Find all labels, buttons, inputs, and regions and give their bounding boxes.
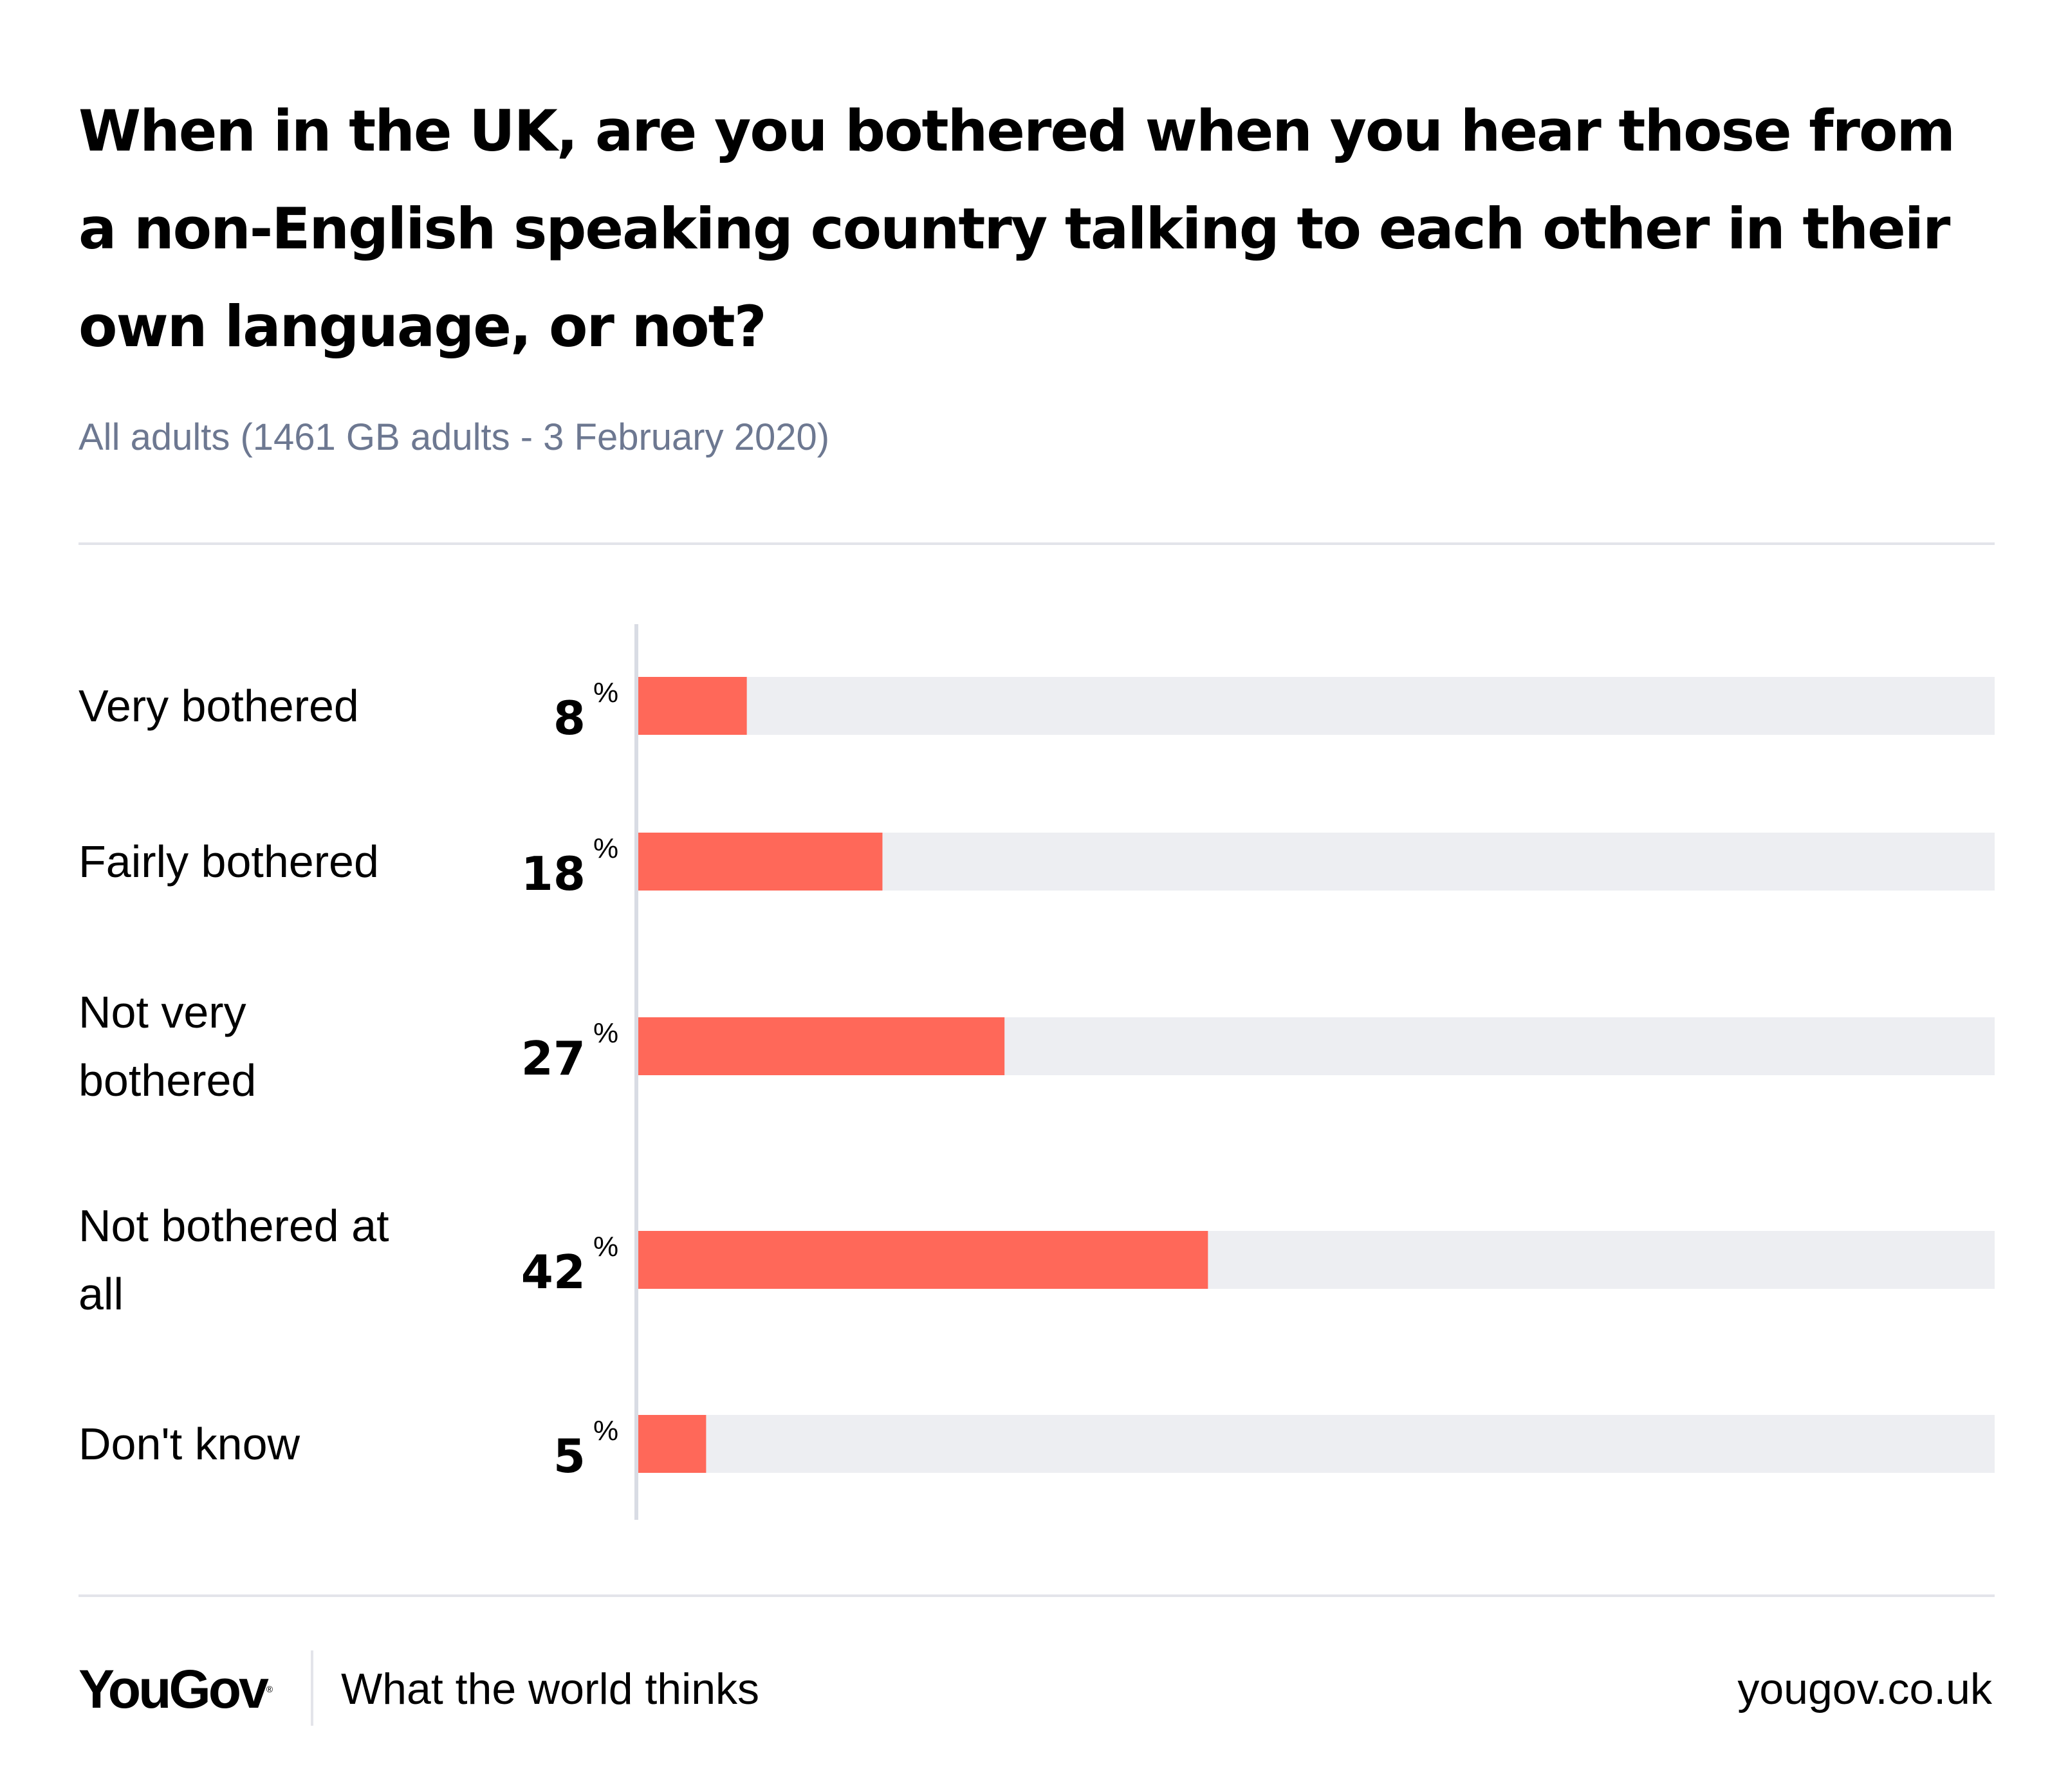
bottom-divider xyxy=(78,1594,1995,1597)
footer-divider xyxy=(311,1650,313,1726)
category-label: Not very bothered xyxy=(78,987,256,1105)
value-label: 5 xyxy=(553,1429,586,1483)
category-label: Fairly bothered xyxy=(78,836,379,887)
value-label: 27 xyxy=(521,1031,586,1085)
percent-sign: % xyxy=(593,677,618,708)
bar-track xyxy=(638,677,1995,735)
percent-sign: % xyxy=(593,1231,618,1262)
bar xyxy=(638,833,882,891)
percent-sign: % xyxy=(593,1017,618,1049)
value-label: 18 xyxy=(521,847,586,901)
logo-wordmark: YouGov xyxy=(78,1659,266,1719)
category-label: Don't know xyxy=(78,1419,300,1469)
category-label: Not bothered at all xyxy=(78,1201,389,1319)
logo-registered-mark: ® xyxy=(266,1684,273,1694)
bar-row: Very bothered 8% xyxy=(78,677,1995,745)
bar xyxy=(638,677,747,735)
percent-sign: % xyxy=(593,1415,618,1446)
yougov-logo[interactable]: YouGov® xyxy=(78,1657,273,1721)
bar-row: Not bothered at all 42% xyxy=(78,1201,1995,1319)
bar xyxy=(638,1017,1004,1075)
footer-tagline: What the world thinks xyxy=(341,1660,759,1718)
value-label: 8 xyxy=(553,691,586,745)
bar-row: Fairly bothered 18% xyxy=(78,833,1995,901)
bar-row: Don't know 5% xyxy=(78,1415,1995,1483)
bar xyxy=(638,1231,1208,1289)
chart-rows: Very bothered 8 %Fairly bothered 18 %Not ver… xyxy=(78,677,1995,1483)
value-label: 42 xyxy=(521,1245,586,1299)
bar xyxy=(638,1415,706,1473)
bar-track xyxy=(638,1415,1995,1473)
y-axis-line xyxy=(634,624,638,1520)
category-label: Very bothered xyxy=(78,681,359,731)
percent-sign: % xyxy=(593,833,618,864)
footer-url-link[interactable]: yougov.co.uk xyxy=(1737,1660,1992,1718)
bar-row: Not very bothered 27% xyxy=(78,987,1995,1105)
